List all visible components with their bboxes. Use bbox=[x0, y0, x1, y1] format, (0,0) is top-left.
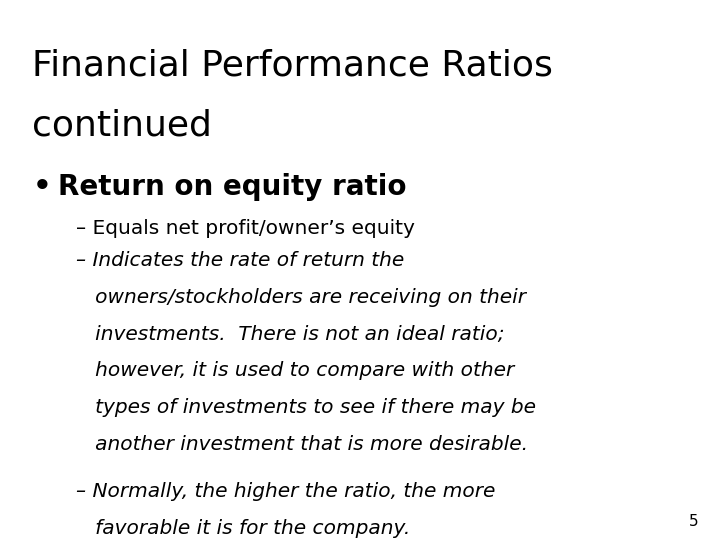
Text: •: • bbox=[32, 173, 51, 201]
Text: however, it is used to compare with other: however, it is used to compare with othe… bbox=[76, 361, 514, 380]
Text: – Indicates the rate of return the: – Indicates the rate of return the bbox=[76, 251, 404, 270]
Text: Return on equity ratio: Return on equity ratio bbox=[58, 173, 406, 201]
Text: – Normally, the higher the ratio, the more: – Normally, the higher the ratio, the mo… bbox=[76, 482, 495, 501]
Text: 5: 5 bbox=[689, 514, 698, 529]
Text: owners/stockholders are receiving on their: owners/stockholders are receiving on the… bbox=[76, 288, 526, 307]
Text: investments.  There is not an ideal ratio;: investments. There is not an ideal ratio… bbox=[76, 325, 504, 343]
Text: another investment that is more desirable.: another investment that is more desirabl… bbox=[76, 435, 528, 454]
Text: – Equals net profit/owner’s equity: – Equals net profit/owner’s equity bbox=[76, 219, 415, 238]
Text: favorable it is for the company.: favorable it is for the company. bbox=[76, 519, 410, 538]
Text: continued: continued bbox=[32, 108, 212, 142]
Text: types of investments to see if there may be: types of investments to see if there may… bbox=[76, 398, 536, 417]
Text: Financial Performance Ratios: Financial Performance Ratios bbox=[32, 49, 553, 83]
